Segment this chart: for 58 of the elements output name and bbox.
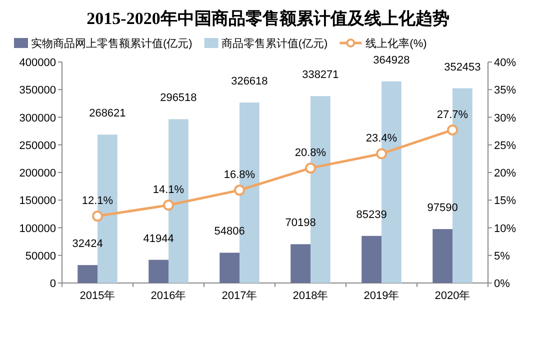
y-tick-label: 50000 — [25, 250, 56, 262]
point — [92, 210, 103, 222]
y2-tick-label: 0% — [494, 278, 510, 290]
y2-tick-label: 20% — [494, 168, 516, 180]
data-label: 70198 — [285, 217, 316, 230]
data-label: 352453 — [444, 61, 481, 74]
bar — [432, 229, 452, 283]
bar — [148, 260, 168, 283]
point — [163, 200, 174, 211]
data-label: 296518 — [160, 92, 197, 104]
data-label: 364928 — [373, 54, 410, 66]
y2-tick-label: 10% — [494, 222, 516, 235]
y2-tick-label: 30% — [494, 112, 516, 124]
data-label: 23.4% — [366, 132, 398, 145]
point — [305, 162, 316, 174]
y2-tick-label: 25% — [494, 140, 516, 152]
bar — [290, 244, 310, 283]
data-label: 41944 — [143, 232, 174, 245]
data-label: 97590 — [427, 202, 458, 214]
data-label: 85239 — [356, 208, 387, 221]
legend-label: 商品零售累计值(亿元) — [221, 37, 328, 50]
chart-title: 2015-2020年中国商品零售额累计值及线上化趋势 — [86, 9, 450, 28]
point — [376, 148, 387, 160]
point — [234, 184, 245, 196]
data-label: 16.8% — [224, 169, 256, 182]
data-label: 268621 — [89, 108, 126, 120]
x-tick-label: 2016年 — [150, 290, 186, 302]
y-tick-label: 100000 — [19, 222, 56, 235]
y2-tick-label: 5% — [494, 250, 510, 262]
y2-tick-label: 40% — [494, 57, 516, 69]
x-tick-label: 2015年 — [80, 290, 116, 302]
data-label: 326618 — [231, 76, 268, 88]
y-tick-label: 350000 — [19, 84, 56, 97]
legend-label: 实物商品网上零售额累计值(亿元) — [31, 37, 192, 50]
y-tick-label: 400000 — [19, 57, 56, 69]
y2-tick-label: 35% — [494, 84, 516, 97]
point — [447, 124, 458, 136]
x-tick-label: 2019年 — [364, 290, 400, 302]
bar — [220, 252, 240, 283]
bar — [362, 236, 382, 283]
legend-label: 线上化率(%) — [366, 37, 427, 50]
y-tick-label: 0 — [50, 278, 56, 290]
data-label: 32424 — [72, 238, 103, 250]
data-label: 27.7% — [436, 108, 468, 121]
x-tick-label: 2017年 — [222, 290, 258, 302]
data-label: 338271 — [302, 69, 339, 82]
y-tick-label: 250000 — [19, 140, 56, 152]
x-tick-label: 2020年 — [434, 290, 470, 302]
y-tick-label: 200000 — [19, 168, 56, 180]
y-tick-label: 300000 — [19, 112, 56, 124]
data-label: 20.8% — [294, 147, 326, 160]
x-tick-label: 2018年 — [292, 290, 328, 302]
data-label: 54806 — [214, 226, 245, 238]
bar — [78, 265, 98, 283]
data-label: 12.1% — [82, 195, 114, 208]
data-label: 14.1% — [152, 184, 184, 196]
y2-tick-label: 15% — [494, 195, 516, 208]
y-tick-label: 150000 — [19, 195, 56, 208]
